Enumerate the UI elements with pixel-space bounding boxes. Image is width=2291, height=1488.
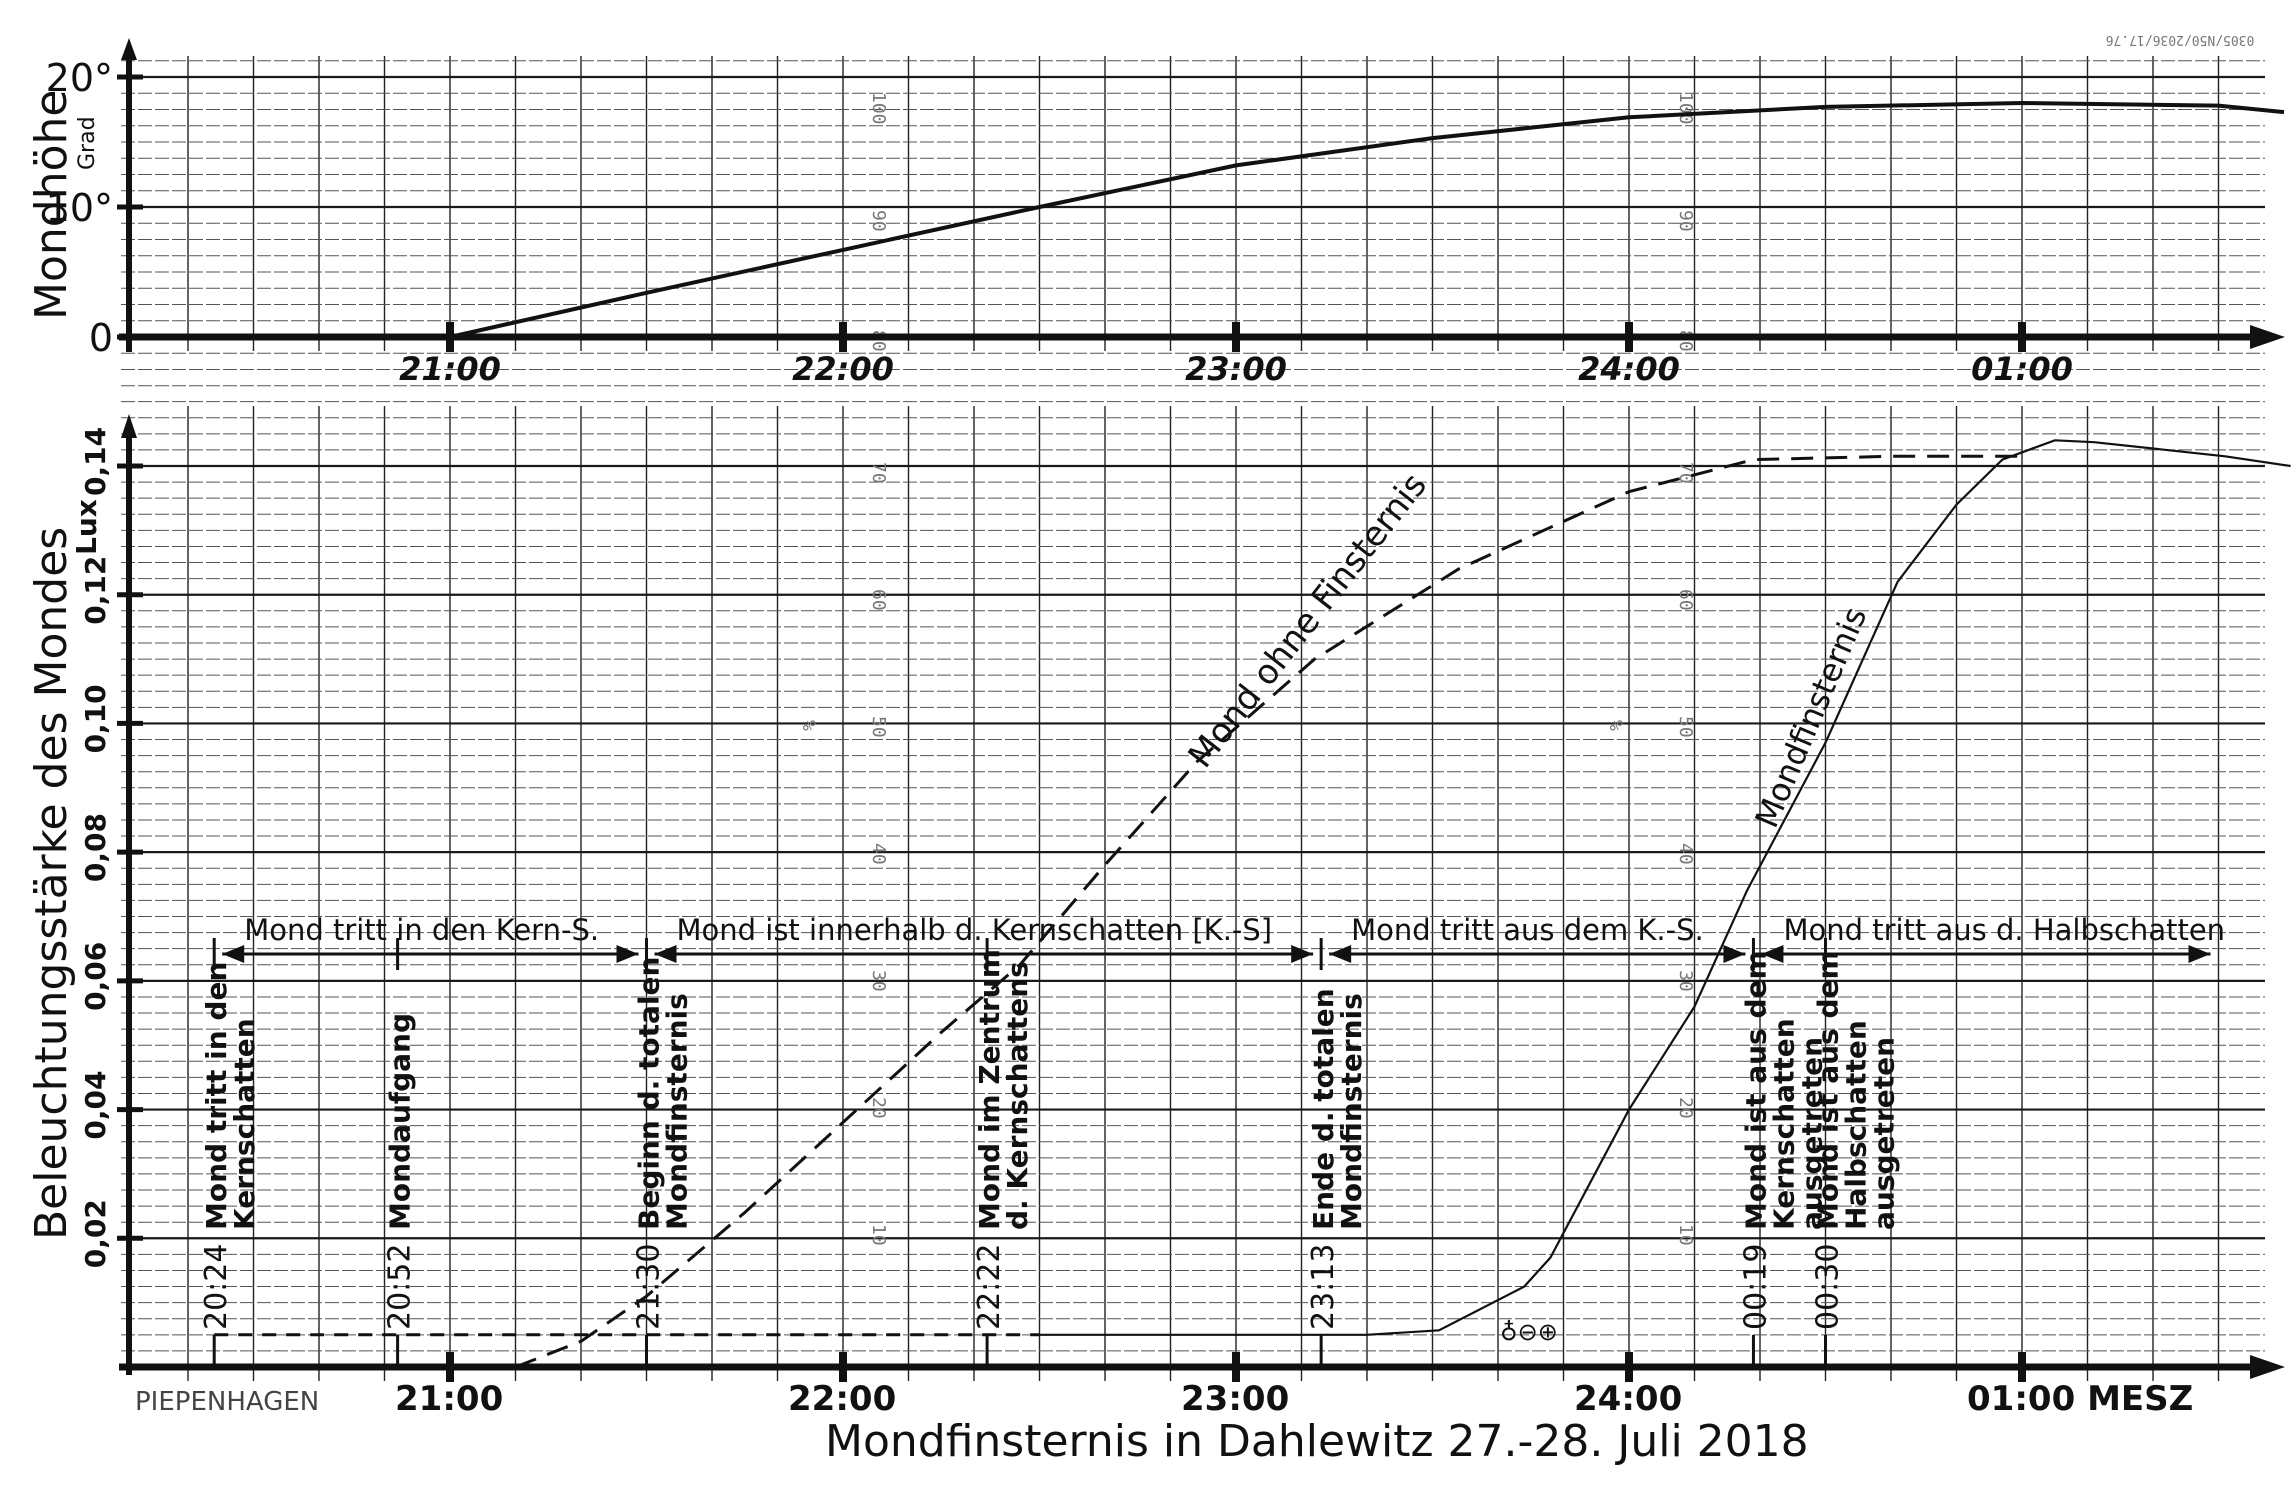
axes: 0 10° 20° 21:00 22:00 23:00 24:00 01:00 0,02 0,04…: [46, 38, 2285, 1419]
lower-x-tick: 21:00: [395, 1379, 503, 1419]
svg-text:60: 60: [868, 589, 889, 611]
event-label: Mondfinsternis: [661, 993, 694, 1230]
svg-text:100: 100: [868, 92, 889, 125]
event-label: Kernschatten: [228, 1018, 261, 1230]
svg-text:90: 90: [1675, 210, 1696, 232]
lower-y-tick: 0,04: [79, 1070, 112, 1139]
symbol-mark: ♁⊖⊕: [1500, 1318, 1558, 1346]
event-label: d. Kernschattens: [1001, 961, 1034, 1230]
svg-text:%: %: [1605, 720, 1626, 731]
lower-x-tick: 24:00: [1574, 1379, 1682, 1419]
svg-text:70: 70: [1675, 462, 1696, 484]
lower-y-tick: 0,02: [79, 1199, 112, 1268]
upper-y-tick: 10°: [46, 186, 113, 230]
svg-text:40: 40: [1675, 843, 1696, 865]
event-label: Mond ist aus dem: [1812, 950, 1845, 1230]
event-time: 00:19: [1738, 1244, 1773, 1330]
data-series: [214, 100, 2291, 1369]
svg-text:10: 10: [868, 1224, 889, 1246]
phase-label: Mond ist innerhalb d. Kernschatten [K.-S…: [677, 913, 1273, 947]
illuminance-line: [514, 454, 2022, 1369]
event-time: 20:24: [199, 1244, 234, 1330]
event-time: 23:13: [1306, 1244, 1341, 1330]
lower-grid: [121, 401, 2265, 1381]
event-label: Mondaufgang: [384, 1013, 417, 1230]
event-time: 00:30: [1811, 1244, 1846, 1330]
event-label: Beginn d. totalen: [633, 957, 666, 1230]
svg-text:60: 60: [1675, 589, 1696, 611]
event-time: 21:30: [632, 1244, 667, 1330]
event-label: ausgetreten: [1868, 1037, 1901, 1230]
paper-printed-scale: 100 90 80 70 60 50 40 30 20 10% 100 90 80 70 60 50 40 30 2…: [798, 92, 1696, 1246]
event-label: Ende d. totalen: [1307, 988, 1340, 1230]
event-label: Halbschatten: [1840, 1020, 1873, 1230]
event-time: 20:52: [383, 1244, 418, 1330]
phase-annotations: Mond tritt in den Kern-S. Mond ist innerh…: [222, 913, 2225, 963]
lower-y-tick: 0,08: [79, 813, 112, 882]
svg-text:%: %: [798, 720, 819, 731]
svg-text:50: 50: [1675, 716, 1696, 738]
lower-y-axis-unit: Lux: [70, 499, 103, 555]
event-label: Mondfinsternis: [1335, 993, 1368, 1230]
svg-text:100: 100: [1675, 92, 1696, 125]
svg-text:10: 10: [1675, 1224, 1696, 1246]
svg-text:20: 20: [1675, 1097, 1696, 1119]
upper-grid: [121, 56, 2265, 387]
event-label: Kernschatten: [1767, 1018, 1800, 1230]
lower-y-tick: 0,12: [79, 556, 112, 625]
upper-y-axis-unit: Grad: [75, 116, 100, 170]
moon-altitude-line: [449, 100, 2285, 339]
svg-text:30: 30: [868, 970, 889, 992]
illuminance-line: [1039, 439, 2291, 1336]
phase-label: Mond tritt in den Kern-S.: [244, 913, 599, 947]
svg-text:70: 70: [868, 462, 889, 484]
lower-y-axis-label: Beleuchtungsstärke des Mondes: [26, 527, 77, 1240]
event-label: Mond im Zentrum: [973, 949, 1006, 1230]
lower-y-tick: 0,14: [79, 427, 112, 496]
event-label: ausgetreten: [1795, 1037, 1828, 1230]
lower-y-tick: 0,06: [79, 942, 112, 1011]
upper-x-tick: 21:00: [399, 350, 501, 388]
upper-x-tick: 24:00: [1578, 350, 1680, 388]
phase-label: Mond tritt aus d. Halbschatten: [1783, 913, 2225, 947]
upper-y-tick: 0: [89, 316, 113, 360]
svg-text:50: 50: [868, 716, 889, 738]
curve-label-eclipse: Mondfinsternis: [1747, 601, 1874, 833]
upper-x-tick: 22:00: [792, 350, 894, 388]
svg-text:80: 80: [1675, 330, 1696, 352]
svg-text:80: 80: [868, 330, 889, 352]
author-label: PIEPENHAGEN: [135, 1387, 319, 1417]
event-label: Mond tritt in den: [200, 962, 233, 1230]
lower-y-tick: 0,10: [79, 684, 112, 753]
upper-y-axis-label: Mondhöhe: [26, 90, 77, 320]
lower-x-tick: 22:00: [788, 1379, 896, 1419]
curve-label-no-eclipse: Mond ohne Finsternis: [1181, 466, 1435, 776]
lower-x-tick: 01:00 MESZ: [1967, 1379, 2193, 1419]
svg-text:20: 20: [868, 1097, 889, 1119]
svg-text:90: 90: [868, 210, 889, 232]
svg-text:30: 30: [1675, 970, 1696, 992]
upper-x-tick: 01:00: [1971, 350, 2073, 388]
chart-title: Mondfinsternis in Dahlewitz 27.-28. Juli…: [825, 1416, 1809, 1467]
upper-x-tick: 23:00: [1185, 350, 1287, 388]
lower-x-tick: 23:00: [1181, 1379, 1289, 1419]
upper-y-tick: 20°: [46, 56, 113, 100]
svg-text:40: 40: [868, 843, 889, 865]
event-time: 22:22: [972, 1244, 1007, 1330]
phase-label: Mond tritt aus dem K.-S.: [1351, 913, 1704, 947]
event-label: Mond ist aus dem: [1739, 950, 1772, 1230]
paper-code: 0305/N50/2036/17.76: [2106, 32, 2255, 47]
